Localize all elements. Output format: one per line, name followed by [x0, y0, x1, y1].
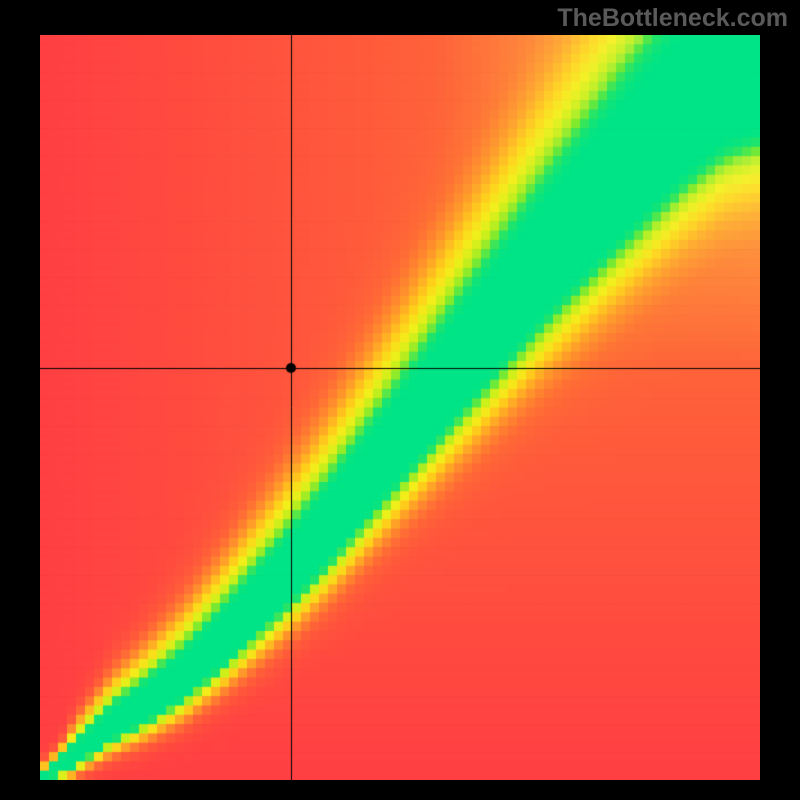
watermark-text: TheBottleneck.com	[557, 4, 788, 33]
bottleneck-heatmap	[40, 35, 760, 780]
chart-container: { "watermark": { "text": "TheBottleneck.…	[0, 0, 800, 800]
